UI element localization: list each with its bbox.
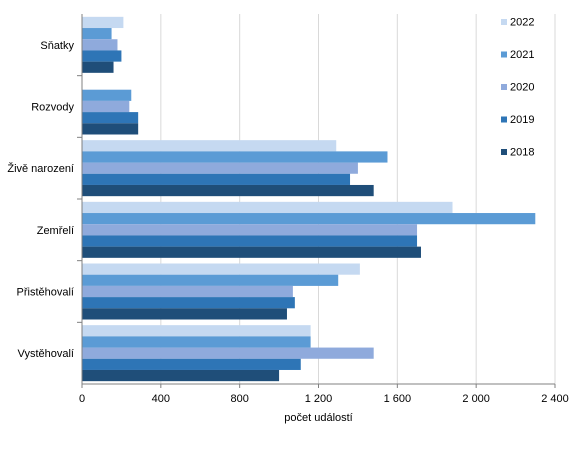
legend-label-2018: 2018 — [510, 147, 534, 159]
axes — [81, 14, 556, 388]
bar-2018 — [82, 184, 374, 197]
bar-2018 — [82, 61, 114, 73]
category-label: Zemřelí — [37, 225, 74, 237]
x-tick-labels: 0 400 800 1 200 1 600 2 000 2 400 — [79, 393, 569, 405]
bar-2022 — [82, 263, 360, 275]
x-axis-title: počet událostí — [284, 412, 353, 424]
x-tick-label: 1 600 — [384, 393, 412, 405]
bar-2020 — [82, 162, 358, 174]
bar-2019 — [82, 173, 351, 185]
bar-2021 — [82, 28, 112, 40]
bar-2021 — [82, 151, 388, 163]
category-label: Živě narození — [7, 162, 74, 175]
category-label: Sňatky — [40, 40, 74, 52]
legend: 2022 2021 2020 2019 2018 — [501, 17, 534, 159]
bar-2021 — [82, 274, 339, 286]
legend-swatch-2019 — [501, 116, 507, 123]
bar-2019 — [82, 235, 418, 247]
bar-2019 — [82, 112, 139, 124]
legend-swatch-2018 — [501, 149, 507, 155]
category-labels: Sňatky Rozvody Živě narození Zemřelí Přistěh… — [7, 40, 74, 360]
bar-2022 — [82, 201, 453, 214]
bar-2018 — [82, 369, 280, 382]
x-tick-label: 2 400 — [541, 393, 569, 405]
bar-2018 — [82, 246, 421, 258]
gridlines — [77, 14, 556, 384]
bar-2020 — [82, 285, 293, 298]
legend-label-2019: 2019 — [510, 114, 534, 126]
category-label: Rozvody — [31, 102, 74, 114]
bar-2022 — [82, 140, 337, 152]
legend-label-2021: 2021 — [510, 49, 534, 61]
legend-label-2020: 2020 — [510, 82, 534, 94]
bar-2018 — [82, 308, 287, 320]
legend-swatch-2021 — [501, 51, 507, 58]
bar-2021 — [82, 336, 311, 348]
x-tick-label: 800 — [230, 393, 248, 405]
bar-2022 — [82, 16, 124, 29]
bar-2020 — [82, 347, 374, 359]
bar-2020 — [82, 39, 118, 51]
bar-2019 — [82, 297, 295, 309]
x-tick-label: 400 — [152, 393, 170, 405]
bars — [82, 16, 536, 382]
bar-2019 — [82, 50, 122, 62]
bar-2022 — [82, 325, 311, 337]
bar-2020 — [82, 100, 130, 113]
x-tick-label: 0 — [79, 393, 85, 405]
bar-2019 — [82, 358, 301, 370]
category-label: Vystěhovalí — [18, 348, 74, 360]
x-tick-label: 2 000 — [462, 393, 490, 405]
bar-2020 — [82, 224, 418, 236]
legend-swatch-2020 — [501, 84, 507, 90]
x-tick-label: 1 200 — [305, 393, 333, 405]
legend-label-2022: 2022 — [510, 17, 534, 29]
category-label: Přistěhovalí — [17, 287, 74, 299]
bar-2021 — [82, 213, 536, 225]
bar-2018 — [82, 123, 139, 135]
bar-2021 — [82, 89, 132, 101]
legend-swatch-2022 — [501, 19, 507, 25]
